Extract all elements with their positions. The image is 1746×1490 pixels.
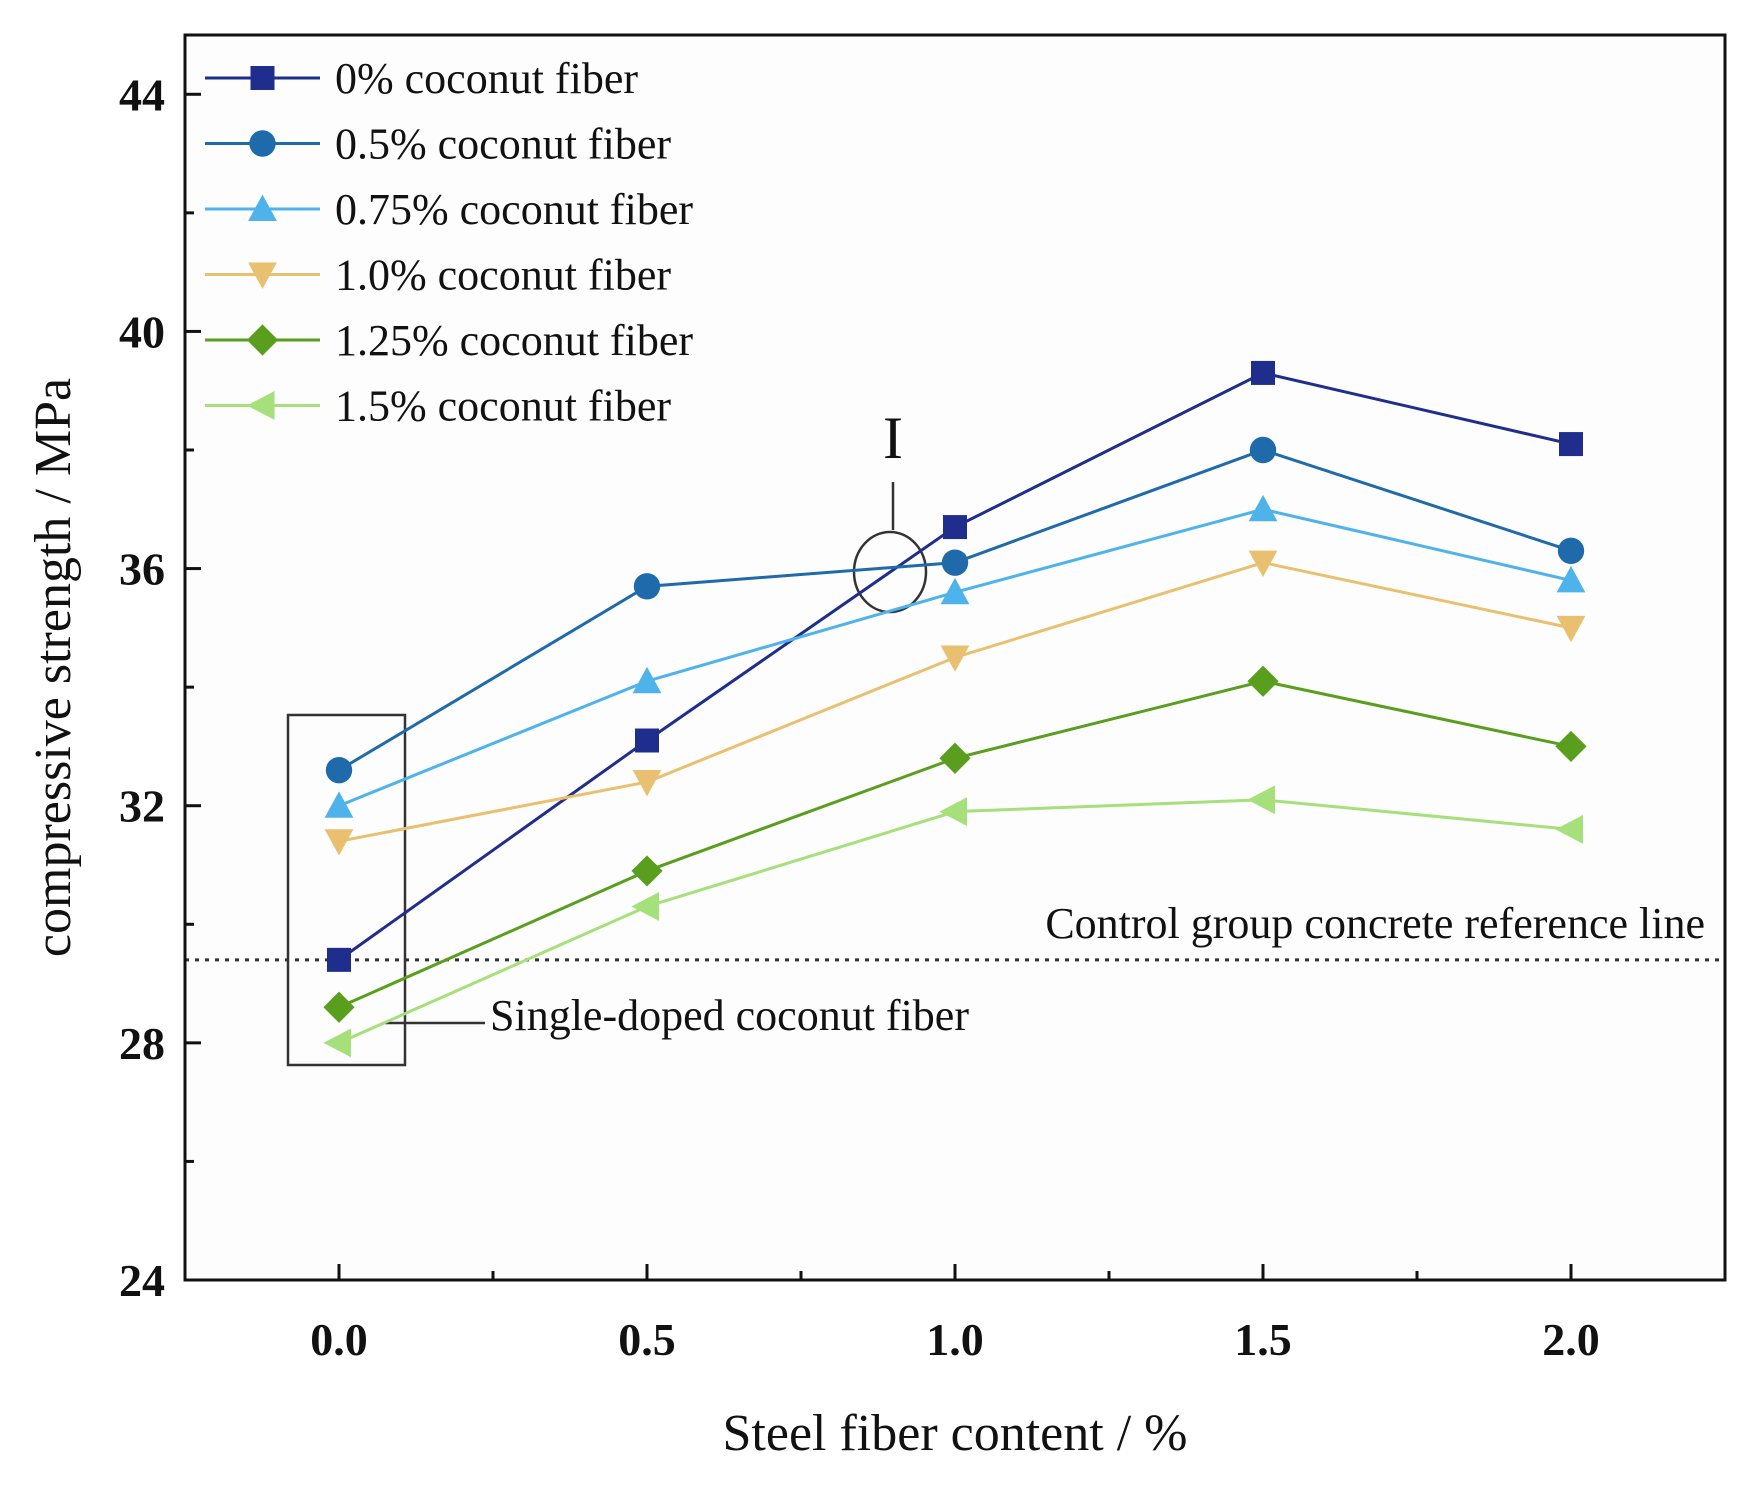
legend-label: 1.5% coconut fiber <box>335 382 671 431</box>
y-tick-label: 24 <box>119 1255 165 1306</box>
y-tick-label: 36 <box>119 544 165 595</box>
single-doped-label: Single-doped coconut fiber <box>490 991 969 1040</box>
series-3 <box>324 550 1586 856</box>
legend: 0% coconut fiber 0.5% coconut fiber 0.75% … <box>205 54 693 431</box>
data-point <box>943 515 967 540</box>
data-point <box>635 728 659 753</box>
data-point <box>940 645 970 672</box>
data-point <box>325 756 353 784</box>
data-point <box>327 947 351 972</box>
legend-marker <box>250 66 275 90</box>
data-point <box>1251 360 1275 385</box>
data-point <box>939 742 971 774</box>
legend-label: 1.25% coconut fiber <box>335 316 693 365</box>
legend-marker <box>246 324 279 356</box>
data-point <box>1556 615 1586 643</box>
series-layer <box>323 360 1587 1058</box>
y-tick-label: 44 <box>119 69 165 120</box>
x-tick-label: 1.0 <box>926 1314 984 1365</box>
legend-item: 1.25% coconut fiber <box>205 316 693 365</box>
legend-item: 0.75% coconut fiber <box>205 185 693 234</box>
legend-marker <box>246 391 275 420</box>
series-1 <box>325 436 1585 784</box>
series-4 <box>323 665 1587 1023</box>
data-point <box>940 577 970 605</box>
reference-line-label: Control group concrete reference line <box>1045 899 1705 948</box>
data-point <box>631 892 659 921</box>
data-point <box>1247 785 1275 815</box>
data-point <box>1555 815 1583 844</box>
data-point <box>633 573 661 600</box>
data-point <box>1557 537 1585 564</box>
data-point <box>632 770 662 797</box>
series-5 <box>323 785 1583 1058</box>
x-tick-label: 0.5 <box>618 1314 676 1365</box>
legend-item: 0% coconut fiber <box>205 54 638 103</box>
data-point <box>632 666 662 694</box>
legend-label: 0% coconut fiber <box>335 54 638 103</box>
legend-item: 1.5% coconut fiber <box>205 382 671 431</box>
legend-marker <box>248 194 277 221</box>
y-tick-label: 40 <box>119 306 165 357</box>
axes-layer: 24 28 32 36 40 44 0.0 0.5 1.0 1.5 2.0 <box>119 33 1727 1365</box>
x-tick-label: 0.0 <box>310 1314 368 1365</box>
single-doped-box <box>286 713 407 1067</box>
data-point <box>324 791 354 818</box>
y-tick-label: 32 <box>119 781 165 832</box>
data-point <box>939 797 967 827</box>
data-point <box>323 1028 351 1058</box>
crossing-marker-label: I <box>883 405 903 471</box>
data-point <box>324 829 354 856</box>
data-point <box>1247 665 1279 697</box>
legend-item: 0.5% coconut fiber <box>205 120 671 169</box>
legend-item: 1.0% coconut fiber <box>205 251 671 300</box>
data-point <box>1559 432 1583 457</box>
data-point <box>1248 494 1278 522</box>
x-axis-title: Steel fiber content / % <box>723 1405 1188 1462</box>
legend-marker <box>248 262 277 289</box>
x-tick-label: 1.5 <box>1234 1314 1292 1365</box>
data-point <box>1555 730 1587 763</box>
legend-label: 0.5% coconut fiber <box>335 120 671 169</box>
series-0 <box>327 360 1583 972</box>
data-point <box>941 549 969 576</box>
data-point <box>631 855 663 887</box>
series-2 <box>324 494 1586 818</box>
data-point <box>1556 566 1586 593</box>
x-tick-label: 2.0 <box>1542 1314 1600 1365</box>
y-tick-label: 28 <box>119 1018 165 1069</box>
legend-label: 0.75% coconut fiber <box>335 185 693 234</box>
data-point <box>1249 436 1277 464</box>
legend-label: 1.0% coconut fiber <box>335 251 671 300</box>
data-point <box>323 991 355 1023</box>
y-axis-title: compressive strength / MPa <box>25 378 82 957</box>
legend-marker <box>249 130 276 157</box>
data-point <box>1248 550 1278 578</box>
